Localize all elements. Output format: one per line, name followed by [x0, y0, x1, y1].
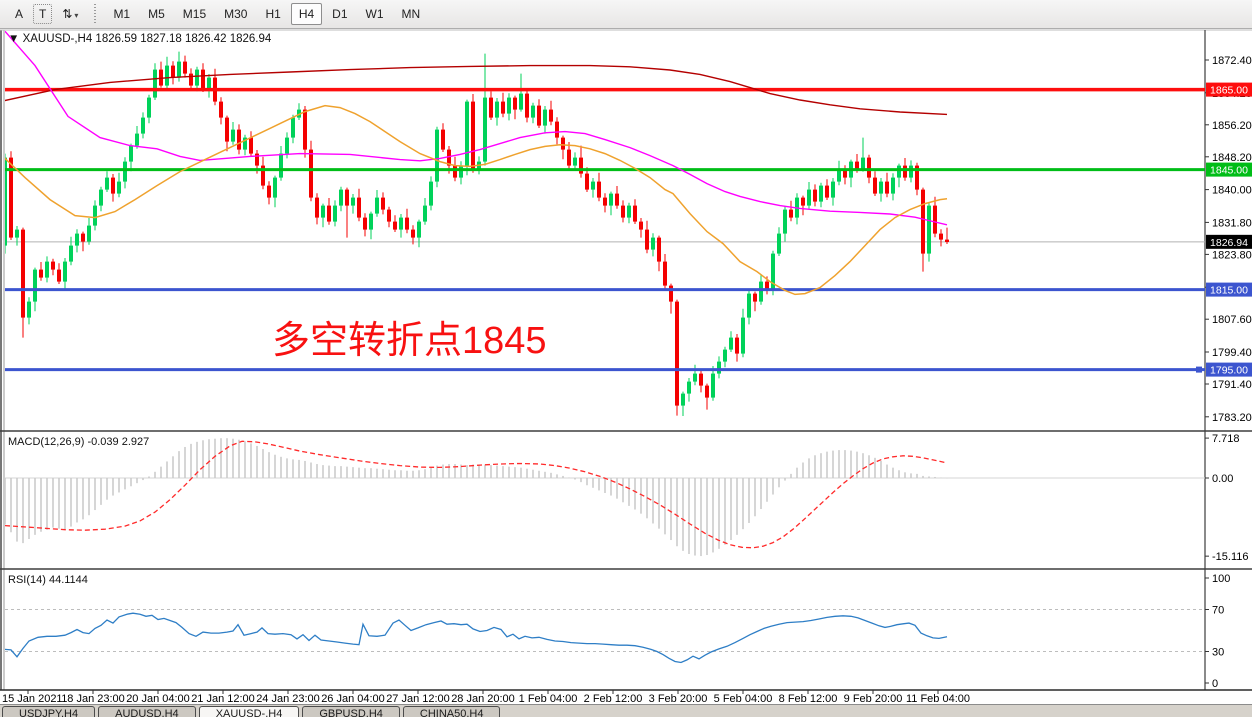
chart-tab-usdjpyh4[interactable]: USDJPY,H4 [2, 706, 96, 717]
text-label-tool-button[interactable]: A [15, 7, 24, 21]
rsi-label: RSI(14) 44.1144 [8, 574, 88, 586]
svg-text:27 Jan 12:00: 27 Jan 12:00 [386, 693, 450, 705]
macd-pane [5, 438, 1205, 557]
svg-text:20 Jan 04:00: 20 Jan 04:00 [126, 693, 190, 705]
level-line-handle [1196, 366, 1202, 373]
macd-label: MACD(12,26,9) -0.039 2.927 [8, 436, 149, 448]
svg-text:5 Feb 04:00: 5 Feb 04:00 [714, 693, 773, 705]
svg-text:28 Jan 20:00: 28 Jan 20:00 [451, 693, 515, 705]
svg-text:3 Feb 20:00: 3 Feb 20:00 [649, 693, 708, 705]
chart-tab-gbpusdh4[interactable]: GBPUSD,H4 [302, 706, 400, 717]
svg-text:1845.00: 1845.00 [1210, 165, 1248, 177]
timeframe-button-m30[interactable]: M30 [224, 7, 248, 21]
svg-text:1795.00: 1795.00 [1210, 365, 1248, 377]
svg-text:1 Feb 04:00: 1 Feb 04:00 [519, 693, 578, 705]
svg-text:1865.00: 1865.00 [1210, 85, 1248, 97]
fast-ma [5, 104, 948, 296]
svg-text:70: 70 [1212, 605, 1224, 617]
text-tool-button[interactable]: T [33, 4, 53, 24]
svg-text:11 Feb 04:00: 11 Feb 04:00 [906, 693, 970, 705]
timeframe-button-h1[interactable]: H1 [265, 7, 281, 21]
svg-text:7.718: 7.718 [1212, 433, 1240, 445]
svg-text:21 Jan 12:00: 21 Jan 12:00 [191, 693, 255, 705]
svg-text:0: 0 [1212, 678, 1218, 690]
svg-text:1823.80: 1823.80 [1212, 249, 1252, 261]
svg-text:1826.94: 1826.94 [1210, 237, 1248, 249]
svg-text:0.00: 0.00 [1212, 473, 1233, 485]
svg-text:8 Feb 12:00: 8 Feb 12:00 [779, 693, 838, 705]
svg-text:26 Jan 04:00: 26 Jan 04:00 [321, 693, 385, 705]
svg-text:30: 30 [1212, 647, 1224, 659]
svg-text:24 Jan 23:00: 24 Jan 23:00 [256, 693, 320, 705]
svg-text:1815.00: 1815.00 [1210, 285, 1248, 297]
svg-text:9 Feb 20:00: 9 Feb 20:00 [844, 693, 903, 705]
rsi-pane [5, 609, 1205, 664]
svg-text:1791.40: 1791.40 [1212, 379, 1252, 391]
svg-text:100: 100 [1212, 573, 1230, 585]
timeframe-button-w1[interactable]: W1 [365, 7, 384, 21]
slow-ma [5, 64, 948, 116]
arrange-tool-icon[interactable]: ⇅ ▾ [62, 7, 79, 21]
price-axis[interactable]: 1872.401864.201856.201848.201840.001831.… [1205, 55, 1252, 690]
svg-text:1831.80: 1831.80 [1212, 217, 1252, 229]
svg-text:1872.40: 1872.40 [1212, 55, 1252, 67]
svg-text:15 Jan 2021: 15 Jan 2021 [2, 693, 63, 705]
candles-layer [5, 51, 949, 416]
timeframe-button-mn[interactable]: MN [401, 7, 421, 21]
timeframe-button-h4[interactable]: H4 [290, 3, 323, 25]
rsi-line [5, 612, 948, 664]
timeframe-button-d1[interactable]: D1 [332, 7, 348, 21]
svg-text:18 Jan 23:00: 18 Jan 23:00 [61, 693, 125, 705]
svg-text:1848.20: 1848.20 [1212, 152, 1252, 164]
svg-text:-15.116: -15.116 [1212, 551, 1249, 563]
svg-text:2 Feb 12:00: 2 Feb 12:00 [584, 693, 643, 705]
svg-text:1840.00: 1840.00 [1212, 185, 1252, 197]
annotation-text: 多空转折点1845 [272, 320, 547, 362]
timeframe-button-m15[interactable]: M15 [182, 7, 207, 21]
timeframe-button-m5[interactable]: M5 [148, 7, 165, 21]
chart-canvas[interactable]: 多空转折点1845 ▼ XAUUSD-,H4 1826.59 1827.18 18… [0, 29, 1252, 717]
svg-text:1799.40: 1799.40 [1212, 347, 1252, 359]
svg-text:1856.20: 1856.20 [1212, 120, 1252, 132]
chart-tab-china50h4[interactable]: CHINA50,H4 [402, 706, 501, 717]
chart-toolbar: A T ⇅ ▾ M1 M5 M15 M30 H1 H4 D1 W1 MN [0, 0, 1252, 29]
svg-text:1783.20: 1783.20 [1212, 412, 1252, 424]
chart-title: ▼ XAUUSD-,H4 1826.59 1827.18 1826.42 182… [8, 33, 272, 45]
timeframe-button-m1[interactable]: M1 [113, 7, 131, 21]
toolbar-separator [93, 4, 99, 24]
main-price-pane: 多空转折点1845 [5, 31, 1205, 416]
chart-tab-bar: USDJPY,H4 AUDUSD,H4 XAUUSD-,H4 GBPUSD,H4 CHI… [0, 704, 1252, 717]
chart-tab-xauusdh4[interactable]: XAUUSD-,H4 [198, 706, 300, 717]
chart-tab-audusdh4[interactable]: AUDUSD,H4 [98, 706, 196, 717]
mid-ma [5, 31, 948, 226]
macd-signal-line [5, 440, 948, 549]
svg-text:1807.60: 1807.60 [1212, 314, 1252, 326]
